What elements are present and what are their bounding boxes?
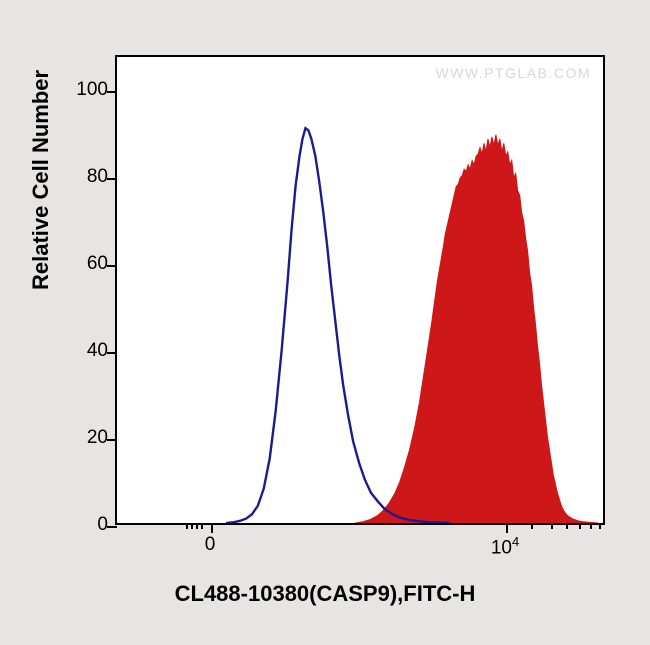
y-tick [107,91,117,93]
y-tick [107,439,117,441]
x-tick-minor [599,523,601,529]
x-tick-minor [201,523,203,529]
flow-histogram-chart: Relative Cell Number CL488-10380(CASP9),… [0,0,650,645]
series-stained [355,135,598,523]
plot-area: WWW.PTGLAB.COM [115,55,605,525]
x-tick-major [211,523,213,533]
x-tick-minor [191,523,193,529]
x-tick-minor [186,523,188,529]
y-tick [107,352,117,354]
x-tick-minor [196,523,198,529]
x-tick-minor [590,523,592,529]
y-tick-label: 60 [87,253,108,275]
x-tick-label: 0 [205,534,216,556]
x-tick-minor [579,523,581,529]
y-tick [107,265,117,267]
x-axis-label: CL488-10380(CASP9),FITC-H [0,581,650,607]
y-tick [107,526,117,528]
y-tick-label: 20 [87,427,108,449]
y-tick-label: 80 [87,166,108,188]
y-tick [107,178,117,180]
x-tick-minor [531,523,533,529]
y-tick-label: 40 [87,340,108,362]
x-tick-major [506,523,508,533]
x-tick-label: 104 [491,534,519,559]
y-tick-label: 0 [97,514,108,536]
x-tick-minor [566,523,568,529]
y-tick-label: 100 [76,79,108,101]
y-axis-label: Relative Cell Number [28,70,54,290]
plot-svg [117,57,603,523]
x-tick-minor [551,523,553,529]
